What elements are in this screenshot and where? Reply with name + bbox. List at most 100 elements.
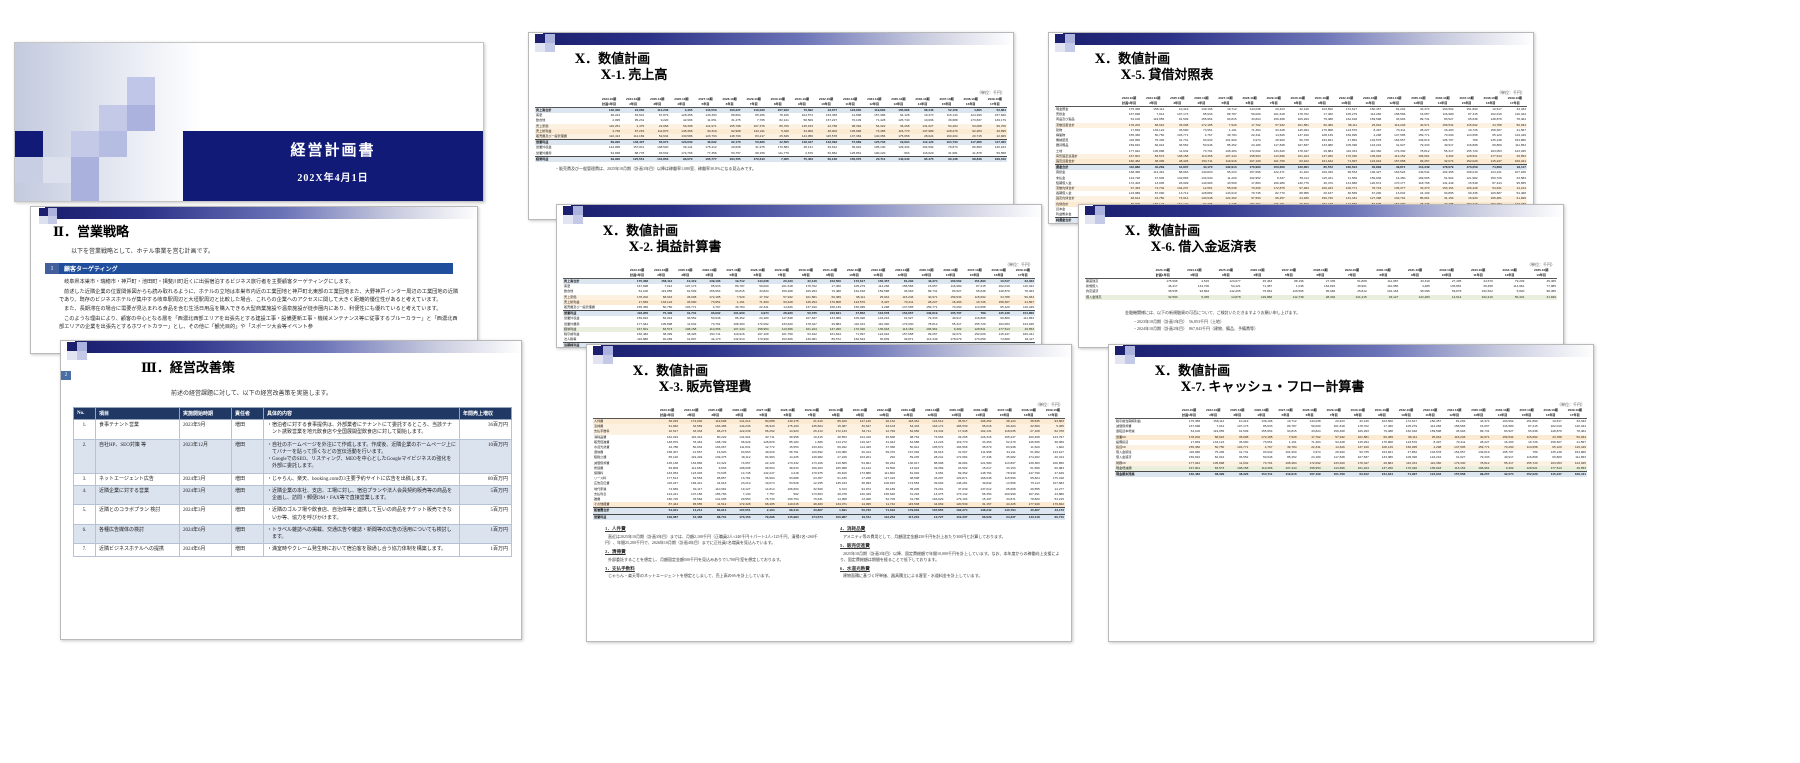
note-text: アメニティ等の費用として、月額固定金額250千円を計上あたり300円と計算してお… [843,533,1006,539]
cell-value: 139,819 [1418,138,1430,143]
cell-value: 159,598 [878,289,890,294]
cell-value: 118,035 [992,429,1017,435]
cell-value: 71,997 [1393,470,1419,478]
year-subheader: 3年目 [1210,272,1242,279]
cell-value: 19,500 [885,465,896,470]
cell-value: 8,497 [1433,439,1442,444]
cell-value: 113,152 [1382,153,1407,159]
year-subheader: 7年目 [799,412,824,419]
cell-value: 122,239 [727,429,752,435]
cell-value: 176,808 [1321,127,1333,132]
table-header-row: 2023.10期 2024.10期 2025.10期 2026.10期 2027.10期… [535,97,1007,102]
cell-value: 123,045 [1514,148,1526,153]
year-subheader: 8年目 [1367,272,1400,279]
cell-value: 7,912 [1156,112,1165,117]
year-header: 2028.10期 [1242,95,1257,100]
cell-value: 85,256 [755,113,765,118]
cell-value: 110,251 [597,123,622,129]
cell-value: 48,614 [1117,196,1142,202]
year-header: 2035.10期 [1534,267,1549,272]
cell-value: 85,933 [710,284,721,289]
cell-value: 161,644 [1369,470,1394,478]
strategy-slide[interactable]: Ⅱ．営業戦略 以下を営業戦略として、ホテル事業を営む計画です。 1 顧客ターゲテ… [30,206,478,354]
cell-value: 158,307 [666,450,679,455]
cell-value: 70,645 [716,470,727,475]
row-label: 通信費 [594,450,604,455]
row-label: 地代家賃 [594,486,607,491]
cell-value: 119,916 [733,331,745,336]
cell-value: 133,086 [829,316,841,321]
row-ref [609,277,625,285]
cell-value: 107,683 [1052,481,1064,486]
cell-value: 143,216 [1430,455,1442,460]
cell-value: 111,653 [691,465,703,470]
mosaic-square [71,183,99,201]
unit-label: （単位：千円） [1527,261,1555,267]
cell-value: 96,257 [1261,196,1286,202]
cell-start: 2024年6月 [179,523,232,545]
cell-value: 101,900 [721,310,746,317]
table-row: 財務CF 177,942 105,898 11,632 73,791 108,484 172… [1115,460,1587,466]
numeric-plan-x5-page[interactable]: Ⅹ．数値計画 Ⅹ-5. 貸借対照表 （単位：千円） 2023.10期 2024.1… [1048,32,1534,224]
cell-value: 30,319 [693,128,718,134]
numeric-plan-title-line1: Ⅹ．数値計画 [1125,223,1201,238]
cell-value: 121,580 [980,460,992,465]
numeric-plan-title: Ⅹ．数値計画 Ⅹ-5. 貸借対照表 [1095,51,1533,84]
cell-value: 125,733 [862,139,887,146]
cell-value: 165,481 [1478,196,1503,202]
cell-value: 160,524 [1333,164,1359,171]
cell-value: 70,290 [1444,132,1454,137]
cell-value: 4,767 [1204,132,1213,137]
cell-value: 32,074 [1430,158,1455,165]
cell-value: 32,560 [1016,424,1041,430]
cell-value: 132,247 [763,470,775,475]
cell-value: 42,825 [982,133,1007,140]
cell-value: 172,684 [956,455,968,460]
numeric-plan-x6-page[interactable]: Ⅹ．数値計画 Ⅹ-6. 借入金返済表 （単位：千円） 2023.10期 2024.… [1078,204,1564,348]
year-subheader: 13年目 [944,412,969,419]
mosaic-square [593,355,603,364]
year-header: 2037.10期 [1459,95,1474,100]
cell-value: 53,757 [731,150,741,155]
cell-value: 49,084 [957,460,968,465]
mosaic-square [48,208,57,216]
cell-value: 157,658 [902,331,914,336]
cell-value: 113,696 [1321,465,1346,472]
year-header: 2027.10期 [1218,95,1233,100]
cell-value: 82,044 [662,316,673,321]
corner-cell [593,412,639,419]
cell-value: 50,735 [1359,450,1369,455]
numeric-plan-x7-page[interactable]: Ⅹ．数値計画 Ⅹ-7. キャッシュ・フロー計算書 （単位：千円） 2023.10… [1108,344,1594,642]
cell-value: 39,816 [837,470,847,475]
cell-value: 106,961 [914,326,939,332]
cell-value: 115,578 [813,133,839,140]
numeric-plan-x2-page[interactable]: Ⅹ．数値計画 Ⅹ-2. 損益計算書 （単位：千円） 2023.10期 2024.1… [556,204,1042,348]
year-subheader: 12年目 [920,412,945,419]
corner-cell [1101,100,1117,107]
numeric-plan-x3-page[interactable]: Ⅹ．数値計画 Ⅹ-3. 販売管理費 （単位：千円） 2023.10期 2024.1… [586,344,1072,642]
cell-value: 65,674 [645,139,670,146]
cell-value: 43,173 [1040,507,1065,515]
cell-value: 103,771 [1177,132,1189,137]
cell-value: 130,948 [1189,196,1214,202]
cell-value: 4,515 [1201,278,1210,283]
cell-value: 28,241 [933,455,944,460]
cell-details: ・宿泊者に対する食事提供は、外部業者にテナントにて委託するところ、当該テナント誘… [263,419,460,440]
cell-value: 12,155 [813,481,823,486]
x6-notes: 金融機関様には、以下の新規融資の可否について、ご検討いただきますようお願い申し上… [1125,310,1545,332]
slide-header [1079,205,1563,224]
cell-value: 7,529 [1273,434,1298,440]
cell-value: 166,280 [1273,180,1285,185]
cell-value: 123,630 [669,139,694,146]
cell-value: 148,879 [666,439,679,444]
cell-value: 163,053 [1490,148,1502,153]
year-subheader: 9年目 [847,412,872,419]
year-subheader: 5年目 [1213,100,1238,107]
cover-slide[interactable]: 経営計画書 202X年4月1日 [14,42,484,202]
numeric-plan-x1-page[interactable]: Ⅹ．数値計画 Ⅹ-1. 売上高 （単位：千円） 2023.10期 2024.10期… [528,32,1014,220]
cell-value: 101,581 [1285,122,1310,128]
cell-value: 158,112 [1153,106,1165,111]
improvement-slide[interactable]: 2 Ⅲ．経営改善策 前述の経営課題に対して、以下の経営改善策を実施します。 No… [60,340,522,640]
cell-value: 136,306 [597,106,622,114]
row-label: 飲食他 [536,118,546,123]
